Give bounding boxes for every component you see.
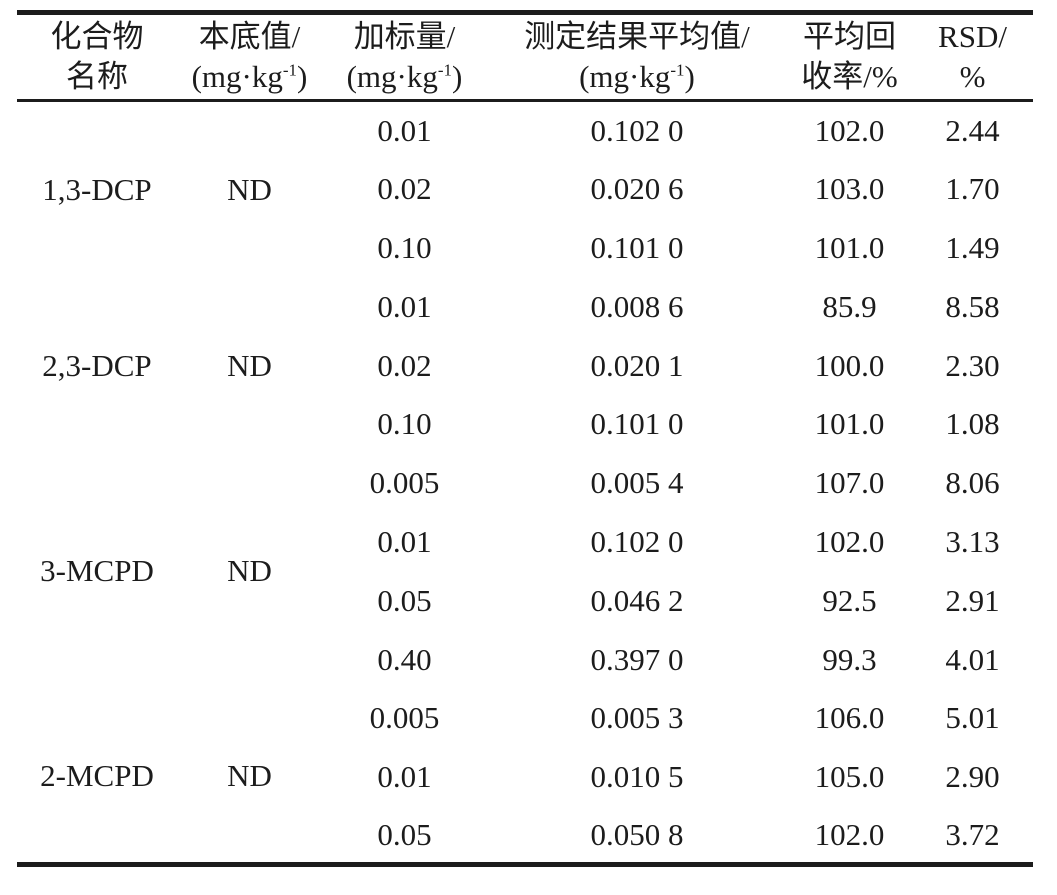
header-unit: (mg·kg-1) <box>191 59 308 94</box>
table-row: 0.02 0.020 6 103.0 1.70 <box>17 159 1033 218</box>
rsd-cell: 8.58 <box>945 288 1000 324</box>
measured-result-cell: 0.102 0 <box>590 113 684 149</box>
table-row: 0.01 0.010 5 105.0 2.90 <box>17 747 1033 806</box>
header-text: % <box>959 59 986 94</box>
measured-result-cell: 0.101 0 <box>590 229 684 265</box>
header-text: 化合物 <box>50 19 144 54</box>
col-header-measured-result: 测定结果平均值/ (mg·kg-1) <box>487 12 787 102</box>
unit-superscript: -1 <box>670 60 685 80</box>
background-value-cell: ND <box>227 757 272 793</box>
rsd-cell: 2.30 <box>945 347 1000 383</box>
background-value-cell: ND <box>227 553 272 589</box>
spike-amount-cell: 0.40 <box>377 641 432 677</box>
compound-cell: 1,3-DCP <box>42 171 152 207</box>
header-unit: (mg·kg-1) <box>346 59 463 94</box>
recovery-rate-cell: 105.0 <box>814 759 885 795</box>
rsd-cell: 3.72 <box>945 816 1000 852</box>
recovery-rate-cell: 107.0 <box>814 465 885 501</box>
recovery-rate-cell: 85.9 <box>822 288 877 324</box>
spike-amount-cell: 0.10 <box>377 406 432 442</box>
table-row: 2-MCPD ND 0.005 0.005 3 106.0 5.01 <box>17 688 1033 791</box>
rsd-cell: 3.13 <box>945 523 1000 559</box>
table-row: 0.40 0.397 0 99.3 4.01 <box>17 630 1033 689</box>
measured-result-cell: 0.020 6 <box>590 171 684 207</box>
rsd-cell: 2.44 <box>945 113 1000 149</box>
header-row: 化合物 名称 本底值/ (mg·kg-1) 加标量/ (mg·kg-1) 测定结… <box>17 12 1033 102</box>
rsd-cell: 2.91 <box>945 582 1000 618</box>
table-container: 化合物 名称 本底值/ (mg·kg-1) 加标量/ (mg·kg-1) 测定结… <box>17 10 1033 868</box>
unit-superscript: -1 <box>437 60 453 80</box>
spike-amount-cell: 0.05 <box>377 816 432 852</box>
table-row: 0.05 0.046 2 92.5 2.91 <box>17 571 1033 630</box>
recovery-rate-cell: 102.0 <box>814 113 885 149</box>
header-text: 名称 <box>66 59 128 94</box>
recovery-rate-cell: 92.5 <box>822 582 877 618</box>
rsd-cell: 2.90 <box>945 759 1000 795</box>
col-header-recovery-rate: 平均回 收率/% <box>787 12 912 102</box>
table-row: 0.05 0.050 8 102.0 3.72 <box>17 806 1033 865</box>
header-text: RSD/ <box>938 19 1007 54</box>
col-header-rsd: RSD/ % <box>912 12 1033 102</box>
spike-amount-cell: 0.005 <box>369 700 440 736</box>
table-row: 0.01 0.102 0 102.0 3.13 <box>17 512 1033 571</box>
compound-cell: 3-MCPD <box>40 553 154 589</box>
background-value-cell: ND <box>227 347 272 383</box>
col-header-spike-amount: 加标量/ (mg·kg-1) <box>322 12 487 102</box>
header-text: 加标量/ <box>353 19 456 54</box>
table-row: 1,3-DCP ND 0.01 0.102 0 102.0 2.44 <box>17 101 1033 205</box>
rsd-cell: 1.08 <box>945 406 1000 442</box>
spike-amount-cell: 0.10 <box>377 229 432 265</box>
measured-result-cell: 0.020 1 <box>590 347 684 383</box>
measured-result-cell: 0.101 0 <box>590 406 684 442</box>
col-header-compound-name: 化合物 名称 <box>17 12 177 102</box>
recovery-rate-cell: 101.0 <box>814 229 885 265</box>
spike-amount-cell: 0.01 <box>377 288 432 324</box>
rsd-cell: 5.01 <box>945 700 1000 736</box>
table-row: 3-MCPD ND 0.005 0.005 4 107.0 8.06 <box>17 453 1033 586</box>
compound-cell: 2,3-DCP <box>42 347 152 383</box>
spike-amount-cell: 0.005 <box>369 465 440 501</box>
measured-result-cell: 0.010 5 <box>590 759 684 795</box>
spike-amount-cell: 0.05 <box>377 582 432 618</box>
spike-amount-cell: 0.01 <box>377 759 432 795</box>
recovery-rate-cell: 101.0 <box>814 406 885 442</box>
header-text: 本底值/ <box>198 19 301 54</box>
table-row: 0.02 0.020 1 100.0 2.30 <box>17 336 1033 395</box>
rsd-cell: 1.49 <box>945 229 1000 265</box>
recovery-rate-cell: 102.0 <box>814 816 885 852</box>
table-row: 0.10 0.101 0 101.0 1.08 <box>17 394 1033 453</box>
recovery-rate-cell: 99.3 <box>822 641 877 677</box>
measured-result-cell: 0.005 3 <box>590 700 684 736</box>
measured-result-cell: 0.008 6 <box>590 288 684 324</box>
table-row: 2,3-DCP ND 0.01 0.008 6 85.9 8.58 <box>17 277 1033 381</box>
rsd-cell: 1.70 <box>945 171 1000 207</box>
spike-amount-cell: 0.01 <box>377 523 432 559</box>
table-row: 0.10 0.101 0 101.0 1.49 <box>17 218 1033 277</box>
measured-result-cell: 0.397 0 <box>590 641 684 677</box>
spike-amount-cell: 0.02 <box>377 171 432 207</box>
col-header-background-value: 本底值/ (mg·kg-1) <box>177 12 322 102</box>
spike-amount-cell: 0.01 <box>377 113 432 149</box>
compound-cell: 2-MCPD <box>40 757 154 793</box>
unit-superscript: -1 <box>282 60 298 80</box>
recovery-rate-cell: 103.0 <box>814 171 885 207</box>
spike-amount-cell: 0.02 <box>377 347 432 383</box>
rsd-cell: 8.06 <box>945 465 1000 501</box>
background-value-cell: ND <box>227 171 272 207</box>
measured-result-cell: 0.050 8 <box>590 816 684 852</box>
recovery-table: 化合物 名称 本底值/ (mg·kg-1) 加标量/ (mg·kg-1) 测定结… <box>17 10 1033 868</box>
recovery-rate-cell: 100.0 <box>814 347 885 383</box>
rsd-cell: 4.01 <box>945 641 1000 677</box>
measured-result-cell: 0.102 0 <box>590 523 684 559</box>
measured-result-cell: 0.046 2 <box>590 582 684 618</box>
header-text: 测定结果平均值/ <box>524 19 750 54</box>
header-unit: (mg·kg-1) <box>579 59 695 94</box>
recovery-rate-cell: 106.0 <box>814 700 885 736</box>
header-text: 收率/% <box>801 59 898 94</box>
recovery-rate-cell: 102.0 <box>814 523 885 559</box>
measured-result-cell: 0.005 4 <box>590 465 684 501</box>
header-text: 平均回 <box>803 19 896 54</box>
